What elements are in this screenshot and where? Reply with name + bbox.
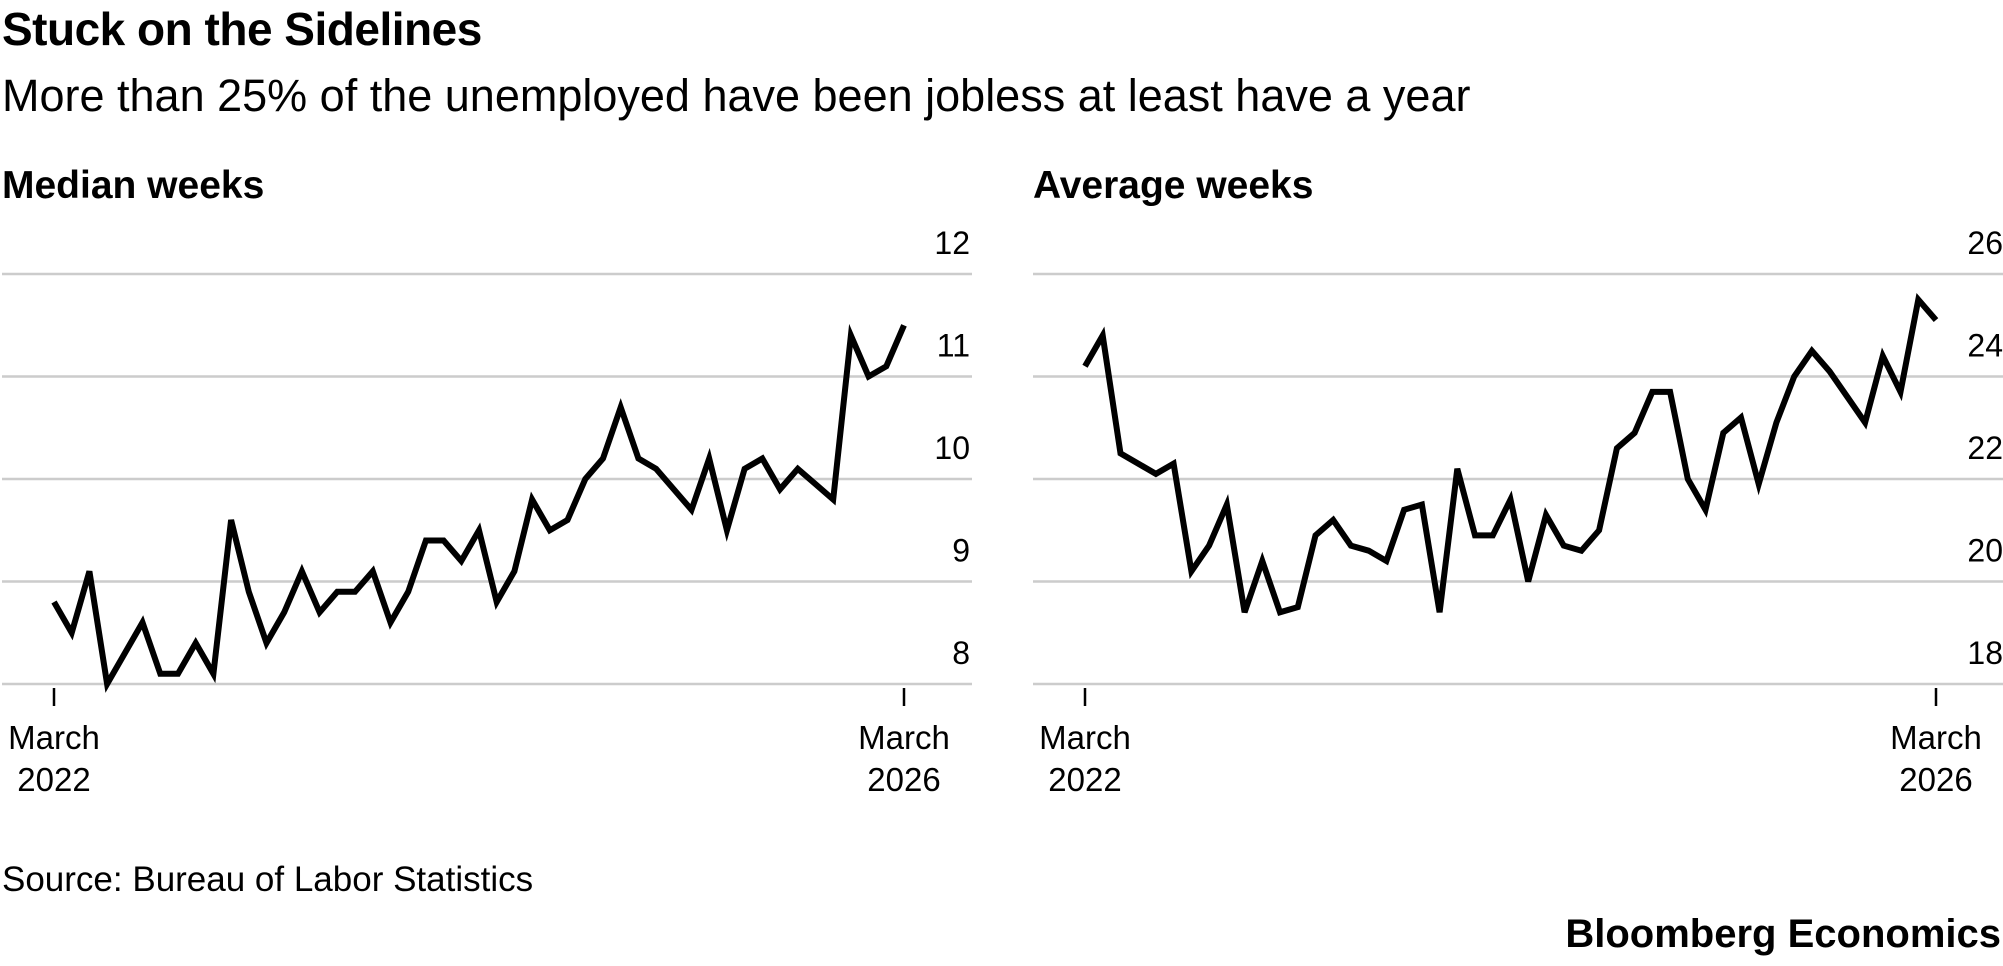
chart-title: Stuck on the Sidelines: [2, 3, 482, 55]
average-weeks-title: Average weeks: [1033, 164, 1314, 207]
median-weeks-title: Median weeks: [2, 164, 265, 207]
median-xlabel-end-year: 2026: [867, 761, 940, 798]
source-note: Source: Bureau of Labor Statistics: [2, 860, 534, 899]
average-series-line: [1082, 292, 1939, 616]
median-ytick-label-10: 10: [934, 430, 970, 466]
average-ytick-label-26: 26: [1967, 225, 2003, 261]
average-xlabel-end-month: March: [1890, 719, 1982, 756]
average-xlabel-start-year: 2022: [1048, 761, 1121, 798]
median-xlabel-end-month: March: [858, 719, 950, 756]
median-xlabel-start-year: 2022: [17, 761, 90, 798]
average-ytick-label-22: 22: [1967, 430, 2003, 466]
median-ytick-label-9: 9: [952, 533, 970, 569]
median-ytick-label-8: 8: [952, 635, 970, 671]
median-ytick-label-12: 12: [934, 225, 970, 261]
average-ytick-label-24: 24: [1967, 328, 2003, 364]
average-xlabel-end-year: 2026: [1899, 761, 1972, 798]
median-ytick-label-11: 11: [937, 328, 970, 364]
median-xlabel-start-month: March: [8, 719, 100, 756]
brand-logo-text: Bloomberg Economics: [1565, 912, 2001, 956]
average-ytick-label-18: 18: [1967, 635, 2003, 671]
average-ytick-label-20: 20: [1967, 533, 2003, 569]
median-series-line: [51, 323, 907, 693]
average-xlabel-start-month: March: [1039, 719, 1131, 756]
chart-subtitle: More than 25% of the unemployed have bee…: [2, 70, 1471, 121]
